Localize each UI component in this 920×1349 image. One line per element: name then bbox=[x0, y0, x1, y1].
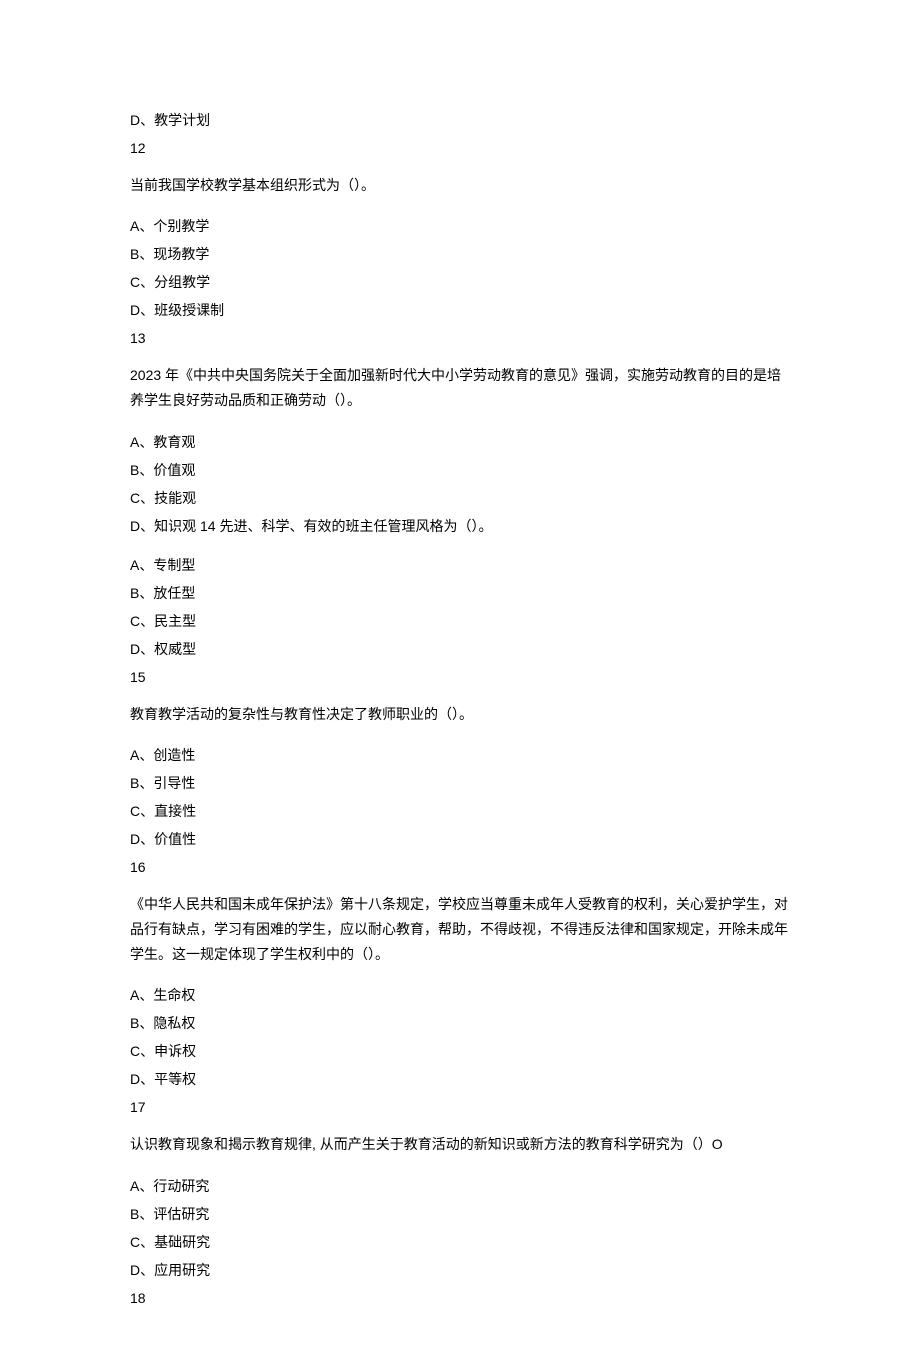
q12-option-c: C、分组教学 bbox=[130, 272, 790, 293]
q13-option-b: B、价值观 bbox=[130, 460, 790, 481]
q14-option-d: D、权威型 bbox=[130, 639, 790, 660]
q18-number: 18 bbox=[130, 1288, 790, 1309]
q13-text: 2023 年《中共中央国务院关于全面加强新时代大中小学劳动教育的意见》强调，实施… bbox=[130, 363, 790, 413]
q14-option-c: C、民主型 bbox=[130, 611, 790, 632]
q14-option-a: A、专制型 bbox=[130, 555, 790, 576]
q15-option-b: B、引导性 bbox=[130, 773, 790, 794]
q12-option-a: A、个别教学 bbox=[130, 216, 790, 237]
q12-text: 当前我国学校教学基本组织形式为（）。 bbox=[130, 173, 790, 198]
q13-option-a: A、教育观 bbox=[130, 432, 790, 453]
q16-option-a: A、生命权 bbox=[130, 985, 790, 1006]
question-12: 当前我国学校教学基本组织形式为（）。 A、个别教学 B、现场教学 C、分组教学 … bbox=[130, 173, 790, 349]
q12-option-d: D、班级授课制 bbox=[130, 300, 790, 321]
question-13: 2023 年《中共中央国务院关于全面加强新时代大中小学劳动教育的意见》强调，实施… bbox=[130, 363, 790, 536]
q16-number: 16 bbox=[130, 857, 790, 878]
q17-option-b: B、评估研究 bbox=[130, 1204, 790, 1225]
q13-number: 13 bbox=[130, 328, 790, 349]
question-15: 教育教学活动的复杂性与教育性决定了教师职业的（）。 A、创造性 B、引导性 C、… bbox=[130, 702, 790, 878]
question-14: A、专制型 B、放任型 C、民主型 D、权威型 15 bbox=[130, 555, 790, 688]
q12-option-b: B、现场教学 bbox=[130, 244, 790, 265]
question-16: 《中华人民共和国未成年保护法》第十八条规定，学校应当尊重未成年人受教育的权利，关… bbox=[130, 892, 790, 1119]
q15-option-c: C、直接性 bbox=[130, 801, 790, 822]
question-11-tail: D、教学计划 12 bbox=[130, 110, 790, 159]
q15-text: 教育教学活动的复杂性与教育性决定了教师职业的（）。 bbox=[130, 702, 790, 727]
q13-option-c: C、技能观 bbox=[130, 488, 790, 509]
q16-option-c: C、申诉权 bbox=[130, 1041, 790, 1062]
q17-option-d: D、应用研究 bbox=[130, 1260, 790, 1281]
question-17: 认识教育现象和揭示教育规律, 从而产生关于教育活动的新知识或新方法的教育科学研究… bbox=[130, 1132, 790, 1308]
q17-option-a: A、行动研究 bbox=[130, 1176, 790, 1197]
q15-option-d: D、价值性 bbox=[130, 829, 790, 850]
q15-number: 15 bbox=[130, 667, 790, 688]
q12-number: 12 bbox=[130, 138, 790, 159]
q13-option-d-and-q14: D、知识观 14 先进、科学、有效的班主任管理风格为（）。 bbox=[130, 516, 790, 537]
q11-option-d: D、教学计划 bbox=[130, 110, 790, 131]
q17-number: 17 bbox=[130, 1097, 790, 1118]
q17-option-c: C、基础研究 bbox=[130, 1232, 790, 1253]
q14-option-b: B、放任型 bbox=[130, 583, 790, 604]
q15-option-a: A、创造性 bbox=[130, 745, 790, 766]
q16-text: 《中华人民共和国未成年保护法》第十八条规定，学校应当尊重未成年人受教育的权利，关… bbox=[130, 892, 790, 968]
q16-option-b: B、隐私权 bbox=[130, 1013, 790, 1034]
q17-text: 认识教育现象和揭示教育规律, 从而产生关于教育活动的新知识或新方法的教育科学研究… bbox=[130, 1132, 790, 1157]
q16-option-d: D、平等权 bbox=[130, 1069, 790, 1090]
